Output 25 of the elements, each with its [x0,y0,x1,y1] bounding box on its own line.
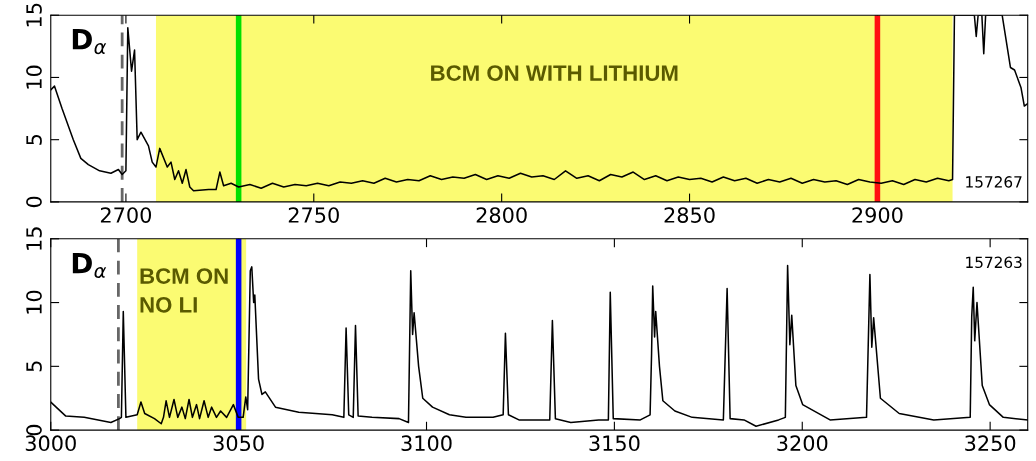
y-tick-label: 15 [26,227,42,250]
annotation: D$_{α}$ [72,29,107,55]
x-tick-label: 3050 [213,435,264,452]
x-tick-label: 2800 [476,207,527,223]
annotation: 157267 [966,176,1022,188]
x-tick-label: 2700 [100,207,152,223]
y-tick-label: 5 [26,361,42,372]
y-tick-label: 10 [26,290,42,314]
x-tick-label: 3250 [965,435,1016,452]
y-tick-label: 0 [26,424,42,436]
y-tick-label: 10 [26,65,42,89]
band-label: BCM ON NO LI [140,268,228,313]
x-tick-label: 2900 [852,207,903,223]
x-tick-label: 2750 [288,207,339,223]
x-tick-label: 2850 [664,207,715,223]
y-tick-label: 15 [26,3,42,27]
annotation: D$_{α}$ [72,253,107,279]
band-label: BCM ON WITH LITHIUM [431,65,678,81]
x-tick-label: 3200 [777,435,828,452]
x-tick-label: 3000 [25,435,76,452]
y-tick-label: 0 [26,196,42,208]
annotation: 157263 [966,256,1022,269]
x-tick-label: 3150 [589,435,640,452]
y-tick-label: 5 [26,134,42,145]
x-tick-label: 3100 [401,435,452,452]
